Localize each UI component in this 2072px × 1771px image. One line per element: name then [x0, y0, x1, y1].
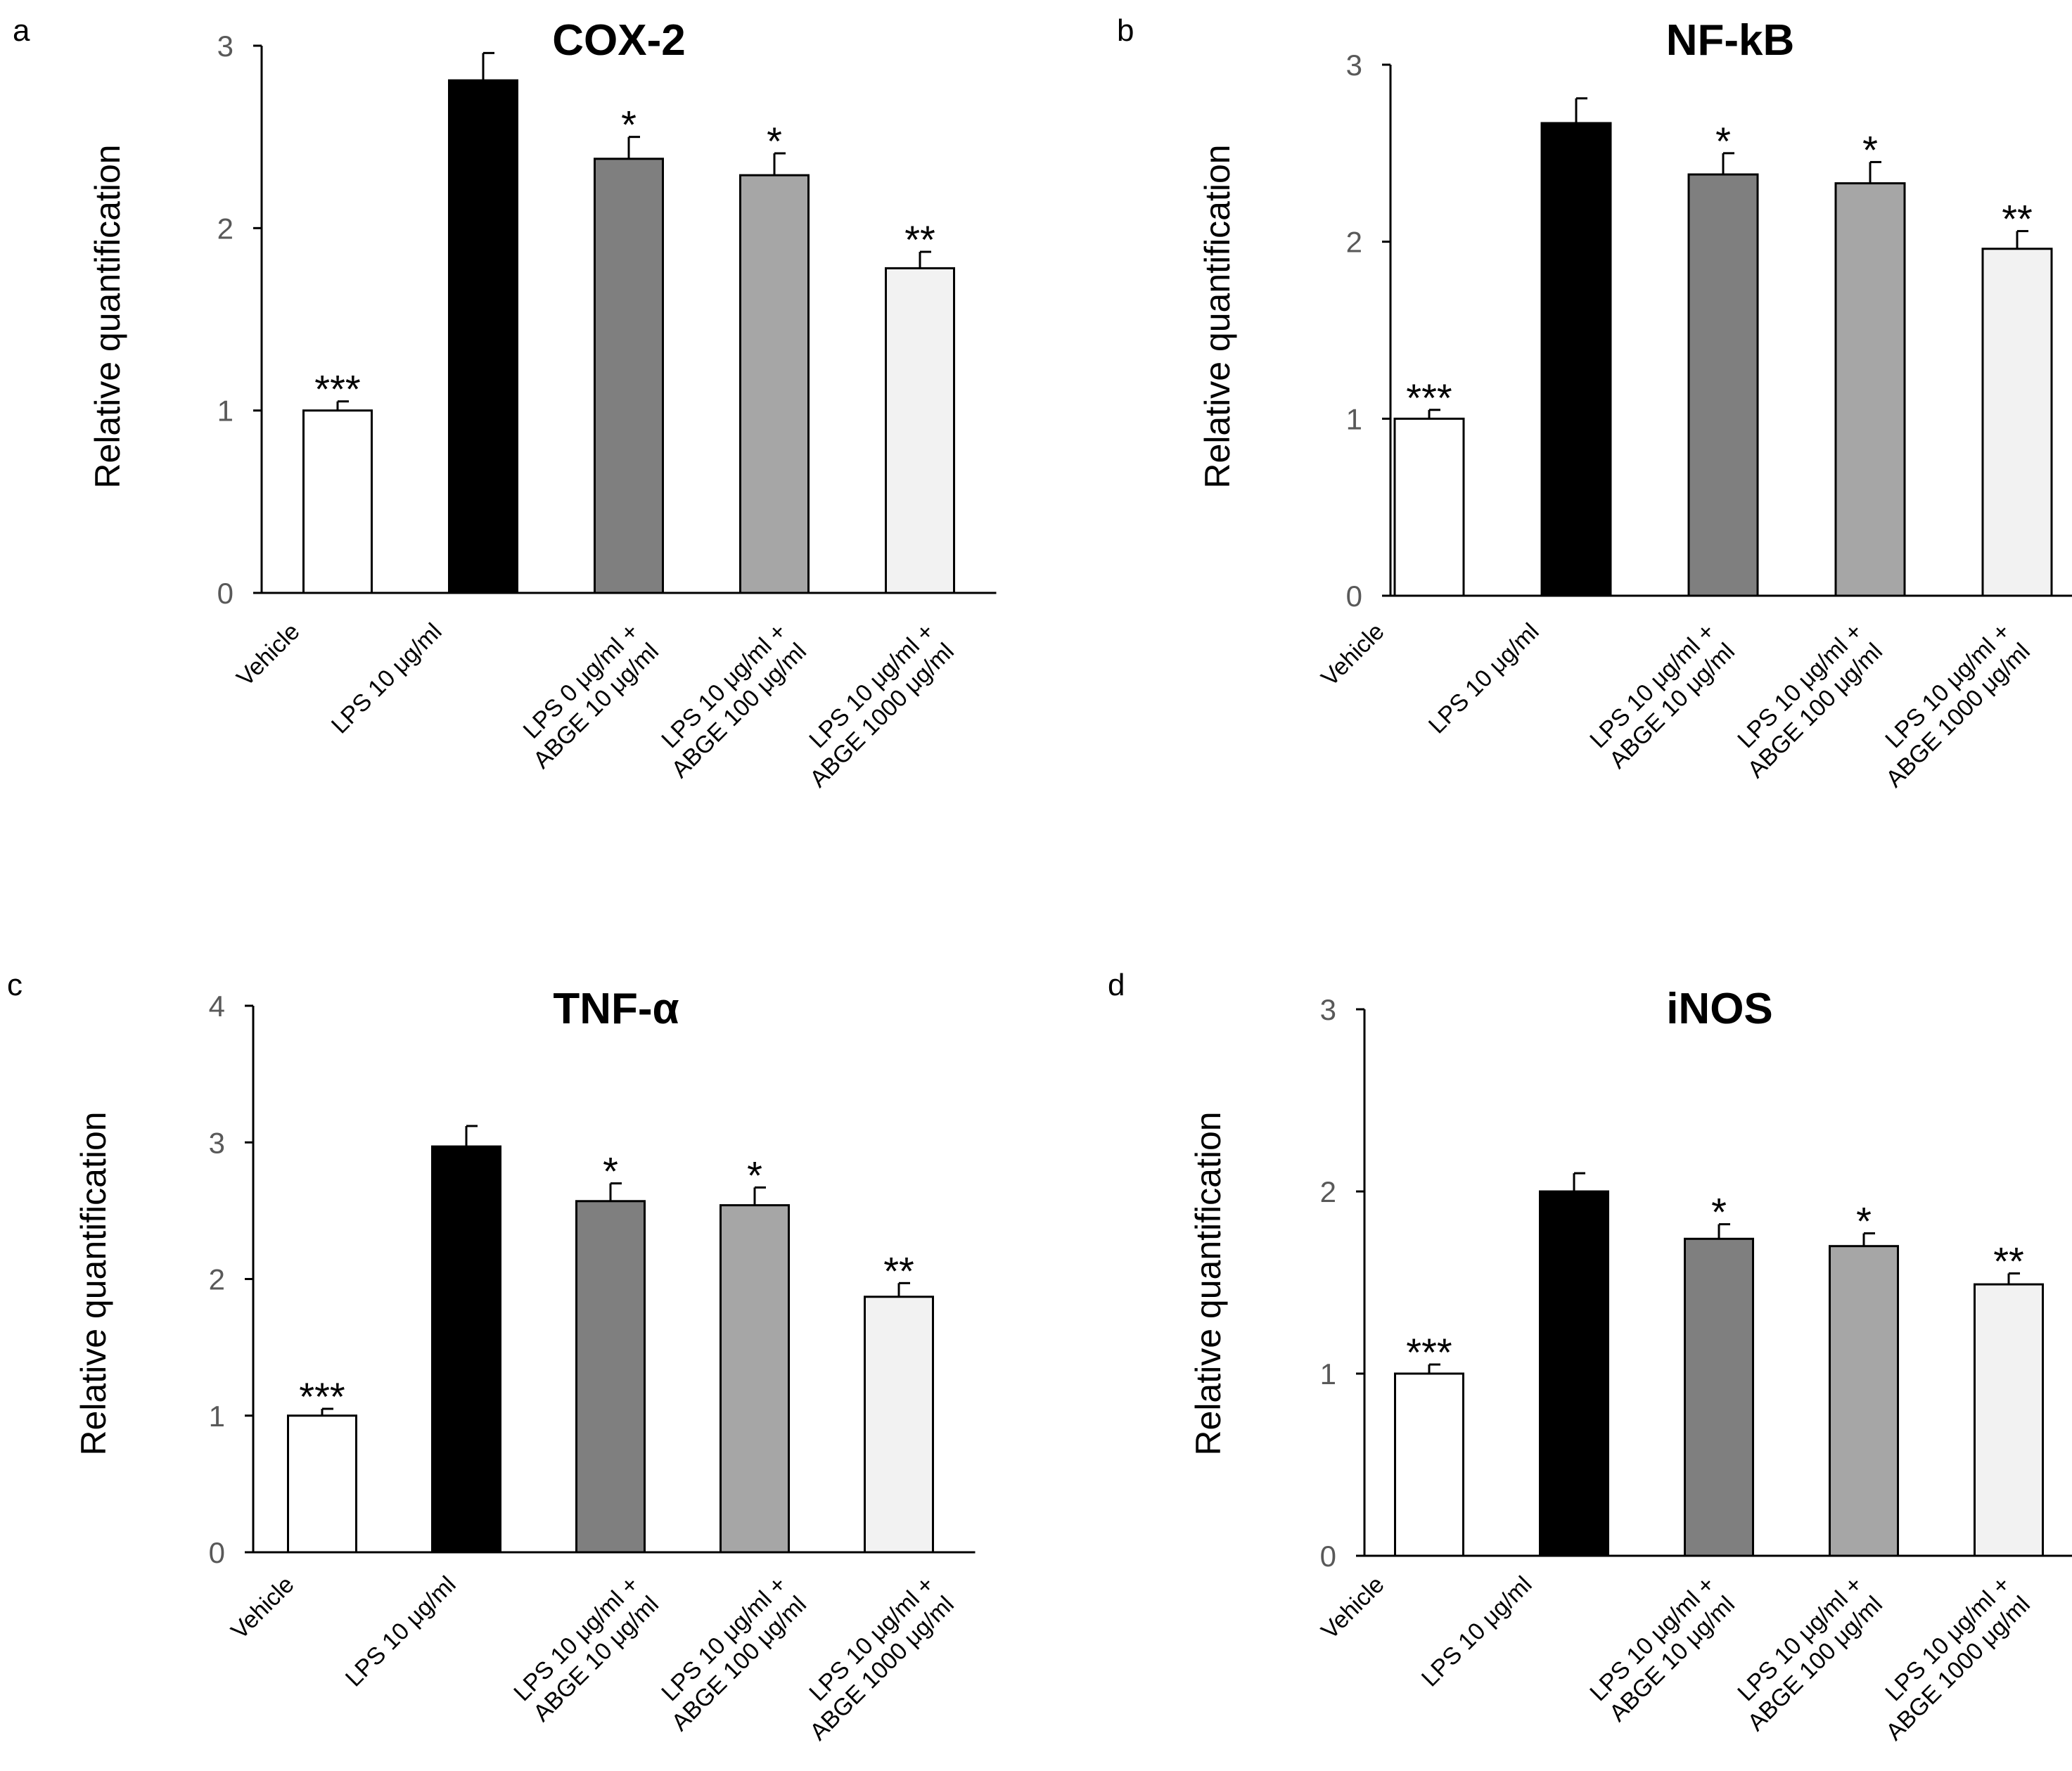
bar: [1539, 1190, 1609, 1557]
bar: [720, 1204, 790, 1554]
panel-letter: a: [13, 13, 30, 48]
significance-mark: **: [2002, 197, 2033, 241]
significance-mark: *: [747, 1153, 762, 1197]
bar: [302, 409, 373, 594]
y-axis-label: Relative quantification: [88, 144, 127, 488]
significance-mark: *: [1856, 1199, 1872, 1243]
bar: [885, 267, 955, 594]
x-tick-label: LPS 10 μg/ml +ABGE 10 μg/ml: [1585, 1571, 1740, 1727]
y-tick-label: 3: [1320, 993, 1336, 1026]
significance-mark: **: [904, 217, 935, 262]
y-tick-label: 0: [209, 1536, 225, 1569]
x-tick-label: LPS 10 μg/ml +ABGE 1000 μg/ml: [785, 618, 959, 793]
significance-mark: **: [1993, 1239, 2024, 1284]
x-tick-label: LPS 10 μg/ml +ABGE 100 μg/ml: [1722, 1571, 1888, 1737]
x-tick-label: LPS 10 μg/ml +ABGE 100 μg/ml: [646, 1571, 812, 1737]
bar: [1974, 1283, 2044, 1557]
x-tick-label-line: Vehicle: [226, 1571, 299, 1644]
x-tick-label: LPS 10 μg/ml +ABGE 10 μg/ml: [1585, 618, 1740, 774]
y-tick-label: 3: [1346, 49, 1362, 82]
y-tick-label: 0: [217, 577, 234, 610]
bar: [1393, 417, 1465, 597]
bar: [1981, 248, 2053, 597]
significance-mark: *: [1711, 1190, 1727, 1234]
chart-title: TNF-α: [553, 985, 679, 1033]
x-tick-label: Vehicle: [231, 618, 305, 691]
bar: [1687, 173, 1759, 597]
bar: [1540, 122, 1612, 597]
x-tick-label-line: LPS 10 μg/ml: [1424, 618, 1545, 739]
x-tick-label: LPS 10 μg/ml +ABGE 10 μg/ml: [509, 1571, 664, 1727]
x-tick-label: LPS 10 μg/ml: [340, 1571, 461, 1692]
significance-mark: *: [767, 119, 782, 163]
x-tick-label: LPS 10 μg/ml +ABGE 1000 μg/ml: [785, 1571, 959, 1746]
bar: [739, 174, 810, 594]
y-tick-label: 1: [1346, 402, 1362, 435]
chart-title: NF-kB: [1666, 16, 1795, 65]
x-tick-label: LPS 0 μg/ml +ABGE 10 μg/ml: [509, 618, 664, 774]
y-tick-label: 0: [1346, 580, 1362, 613]
bar: [1394, 1372, 1464, 1557]
y-tick-label: 2: [217, 212, 234, 245]
significance-mark: *: [621, 103, 637, 147]
y-tick-label: 4: [209, 990, 225, 1023]
x-tick-label: Vehicle: [1316, 618, 1389, 691]
bar: [287, 1414, 357, 1554]
panel-letter: c: [7, 968, 23, 1002]
significance-mark: ***: [299, 1374, 345, 1419]
bar: [575, 1200, 646, 1554]
x-tick-label-line: Vehicle: [1316, 1571, 1389, 1644]
y-axis-label: Relative quantification: [74, 1111, 113, 1455]
y-axis-label: Relative quantification: [1198, 144, 1237, 488]
bar: [431, 1145, 501, 1554]
y-tick-label: 3: [209, 1126, 225, 1159]
significance-mark: ***: [1406, 1330, 1452, 1374]
significance-mark: **: [883, 1248, 914, 1293]
panel-letter: b: [1117, 13, 1134, 48]
significance-mark: *: [1715, 119, 1731, 163]
y-tick-label: 2: [1320, 1175, 1336, 1208]
x-tick-label: LPS 10 μg/ml: [1424, 618, 1545, 739]
chart-title: iNOS: [1666, 985, 1773, 1033]
y-axis-label: Relative quantification: [1189, 1111, 1228, 1455]
x-tick-label: LPS 10 μg/ml: [326, 618, 447, 739]
x-tick-label: LPS 10 μg/ml: [1416, 1571, 1537, 1692]
significance-mark: *: [1862, 127, 1878, 172]
bar: [1834, 182, 1906, 597]
x-tick-label: LPS 10 μg/ml +ABGE 1000 μg/ml: [1861, 1571, 2035, 1746]
bar: [1829, 1245, 1899, 1557]
y-tick-label: 1: [209, 1400, 225, 1433]
x-tick-label: Vehicle: [1316, 1571, 1389, 1644]
chart-title: COX-2: [552, 16, 685, 65]
significance-mark: ***: [314, 367, 360, 411]
y-tick-label: 2: [209, 1263, 225, 1296]
x-tick-label-line: LPS 10 μg/ml: [1416, 1571, 1537, 1692]
panel-letter: d: [1108, 968, 1125, 1002]
y-tick-label: 2: [1346, 226, 1362, 259]
bar: [594, 158, 664, 594]
significance-mark: *: [603, 1149, 618, 1194]
y-tick-label: 3: [217, 30, 234, 63]
y-tick-label: 0: [1320, 1540, 1336, 1573]
x-tick-label-line: LPS 10 μg/ml: [340, 1571, 461, 1692]
y-tick-label: 1: [217, 395, 234, 428]
x-tick-label: LPS 10 μg/ml +ABGE 1000 μg/ml: [1861, 618, 2035, 793]
x-tick-label-line: LPS 10 μg/ml: [326, 618, 447, 739]
significance-mark: ***: [1406, 376, 1452, 420]
y-tick-label: 1: [1320, 1357, 1336, 1390]
bar: [448, 79, 518, 594]
x-tick-label: Vehicle: [226, 1571, 299, 1644]
x-tick-label-line: Vehicle: [231, 618, 305, 691]
x-tick-label: LPS 10 μg/ml +ABGE 100 μg/ml: [1722, 618, 1888, 784]
bar: [864, 1296, 934, 1554]
bar: [1684, 1237, 1754, 1557]
x-tick-label: LPS 10 μg/ml +ABGE 100 μg/ml: [646, 618, 812, 784]
x-tick-label-line: Vehicle: [1316, 618, 1389, 691]
